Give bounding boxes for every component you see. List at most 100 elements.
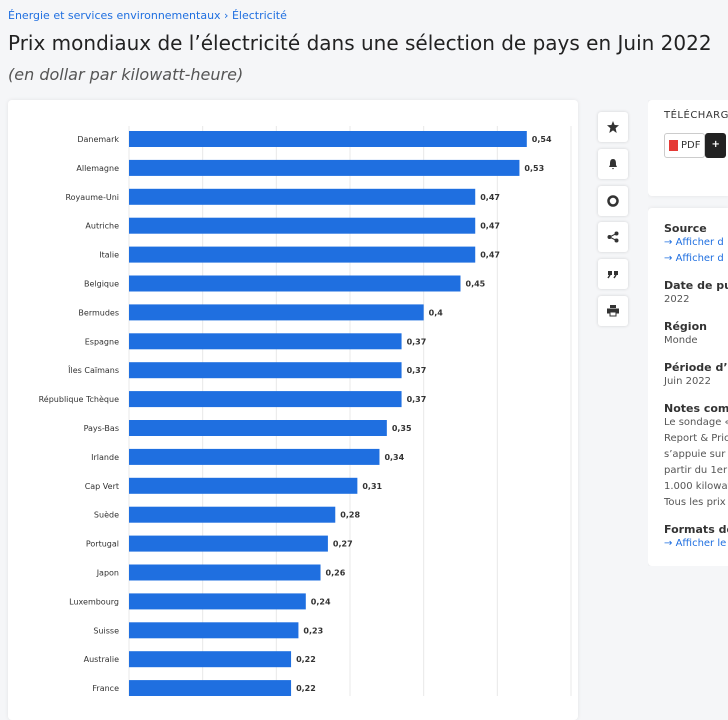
section-text: Report & Pric xyxy=(664,433,728,444)
section-text: partir du 1er xyxy=(664,465,728,476)
y-tick-label: Irlande xyxy=(91,453,119,462)
section-text: Juin 2022 xyxy=(664,376,712,387)
data-label: 0,47 xyxy=(480,193,500,202)
y-tick-label: Cap Vert xyxy=(85,482,119,491)
y-tick-label: République Tchèque xyxy=(39,394,119,404)
bar xyxy=(129,564,321,581)
link-text: Afficher le xyxy=(675,538,727,549)
section-title: Source xyxy=(664,222,707,235)
bar xyxy=(129,506,336,523)
section-title: Formats de xyxy=(664,523,728,536)
section-title: Notes com xyxy=(664,402,728,415)
download-card: TÉLÉCHARG PDF + xyxy=(648,100,728,196)
y-tick-label: Japon xyxy=(96,569,119,578)
bar xyxy=(129,362,402,379)
bar xyxy=(129,593,306,610)
bar xyxy=(129,217,476,234)
data-label: 0,31 xyxy=(362,482,382,491)
data-label: 0,23 xyxy=(303,626,323,635)
pdf-label: PDF xyxy=(681,140,701,151)
data-label: 0,22 xyxy=(296,655,316,664)
y-tick-label: Royaume-Uni xyxy=(65,193,119,202)
data-label: 0,37 xyxy=(407,395,427,404)
share-button[interactable] xyxy=(598,222,628,252)
sidebar: TÉLÉCHARG PDF + Source → Afficher d → Affi… xyxy=(648,100,728,566)
cite-button[interactable] xyxy=(598,259,628,289)
section-text: Monde xyxy=(664,335,698,346)
bar xyxy=(129,391,402,408)
section-text: Tous les prix xyxy=(664,497,726,508)
data-label: 0,28 xyxy=(340,511,360,520)
link-arrow: → xyxy=(664,237,676,248)
data-label: 0,47 xyxy=(480,222,500,231)
y-tick-label: Bermudes xyxy=(78,308,119,317)
section-text: Le sondage « xyxy=(664,417,728,428)
favorite-button[interactable] xyxy=(598,112,628,142)
y-tick-label: Belgique xyxy=(84,280,119,289)
y-tick-label: Portugal xyxy=(86,540,119,549)
bar xyxy=(129,304,424,321)
bar xyxy=(129,420,387,436)
pdf-button[interactable]: PDF xyxy=(664,133,706,158)
breadcrumb-link[interactable]: Énergie et services environnementaux xyxy=(8,9,221,22)
more-button[interactable]: + xyxy=(705,133,726,158)
y-tick-label: Allemagne xyxy=(76,164,119,173)
bar xyxy=(129,188,476,205)
section-title: Région xyxy=(664,320,707,333)
bar xyxy=(129,333,402,350)
bar xyxy=(129,535,328,552)
bar xyxy=(129,651,292,668)
y-tick-label: Luxembourg xyxy=(69,597,119,606)
bar xyxy=(129,448,380,465)
alert-button[interactable] xyxy=(598,149,628,179)
y-tick-label: Pays-Bas xyxy=(84,424,119,433)
data-label: 0,27 xyxy=(333,540,353,549)
page: Énergie et services environnementaux › É… xyxy=(8,9,728,697)
data-label: 0,26 xyxy=(326,569,346,578)
y-tick-label: Danemark xyxy=(77,135,119,144)
chart: Danemark 0,54 Allemagne 0,53 Royaume-Uni 0,47… xyxy=(39,126,572,697)
section-text: 2022 xyxy=(664,294,690,305)
breadcrumb-link[interactable]: Électricité xyxy=(231,9,287,22)
y-tick-label: Italie xyxy=(99,251,119,260)
y-tick-label: Îles Caïmans xyxy=(67,364,119,375)
link-text: Afficher d xyxy=(675,237,724,248)
y-tick-label: Australie xyxy=(84,655,119,664)
bar xyxy=(129,275,461,292)
data-label: 0,54 xyxy=(532,135,552,144)
section-title: Période d’é xyxy=(664,361,728,374)
download-title: TÉLÉCHARG xyxy=(664,110,728,121)
section-link[interactable]: → Afficher d xyxy=(664,251,728,267)
data-label: 0,35 xyxy=(392,424,412,433)
data-label: 0,24 xyxy=(311,597,331,606)
y-tick-label: Suisse xyxy=(93,626,119,635)
section-text: s’appuie sur xyxy=(664,449,726,460)
data-label: 0,34 xyxy=(384,453,404,462)
bar xyxy=(129,159,520,176)
y-tick-label: Autriche xyxy=(85,222,119,231)
section-title: Date de pu xyxy=(664,279,728,292)
section-text: 1.000 kilowat xyxy=(664,481,728,492)
page-title: Prix mondiaux de l’électricité dans une … xyxy=(8,31,712,55)
print-button[interactable] xyxy=(598,296,628,326)
bar xyxy=(129,477,358,494)
bar xyxy=(129,131,527,147)
data-label: 0,37 xyxy=(407,337,427,346)
section-link[interactable]: → Afficher d xyxy=(664,235,728,251)
details-card: Source → Afficher d → Afficher d Date de pu… xyxy=(648,208,728,566)
link-arrow: → xyxy=(664,253,676,264)
link-text: Afficher d xyxy=(675,253,724,264)
page-subtitle: (en dollar par kilowatt-heure) xyxy=(8,65,244,84)
bar xyxy=(129,680,292,697)
breadcrumb-separator: › xyxy=(224,9,229,22)
settings-button[interactable] xyxy=(598,186,628,216)
download-buttons: PDF + xyxy=(664,133,728,158)
section-link[interactable]: → Afficher le xyxy=(664,536,728,552)
pdf-icon xyxy=(669,140,678,151)
data-label: 0,47 xyxy=(480,251,500,260)
y-tick-label: France xyxy=(92,684,119,693)
data-label: 0,22 xyxy=(296,684,316,693)
data-label: 0,37 xyxy=(407,366,427,375)
bar xyxy=(129,622,299,639)
link-arrow: → xyxy=(664,538,676,549)
